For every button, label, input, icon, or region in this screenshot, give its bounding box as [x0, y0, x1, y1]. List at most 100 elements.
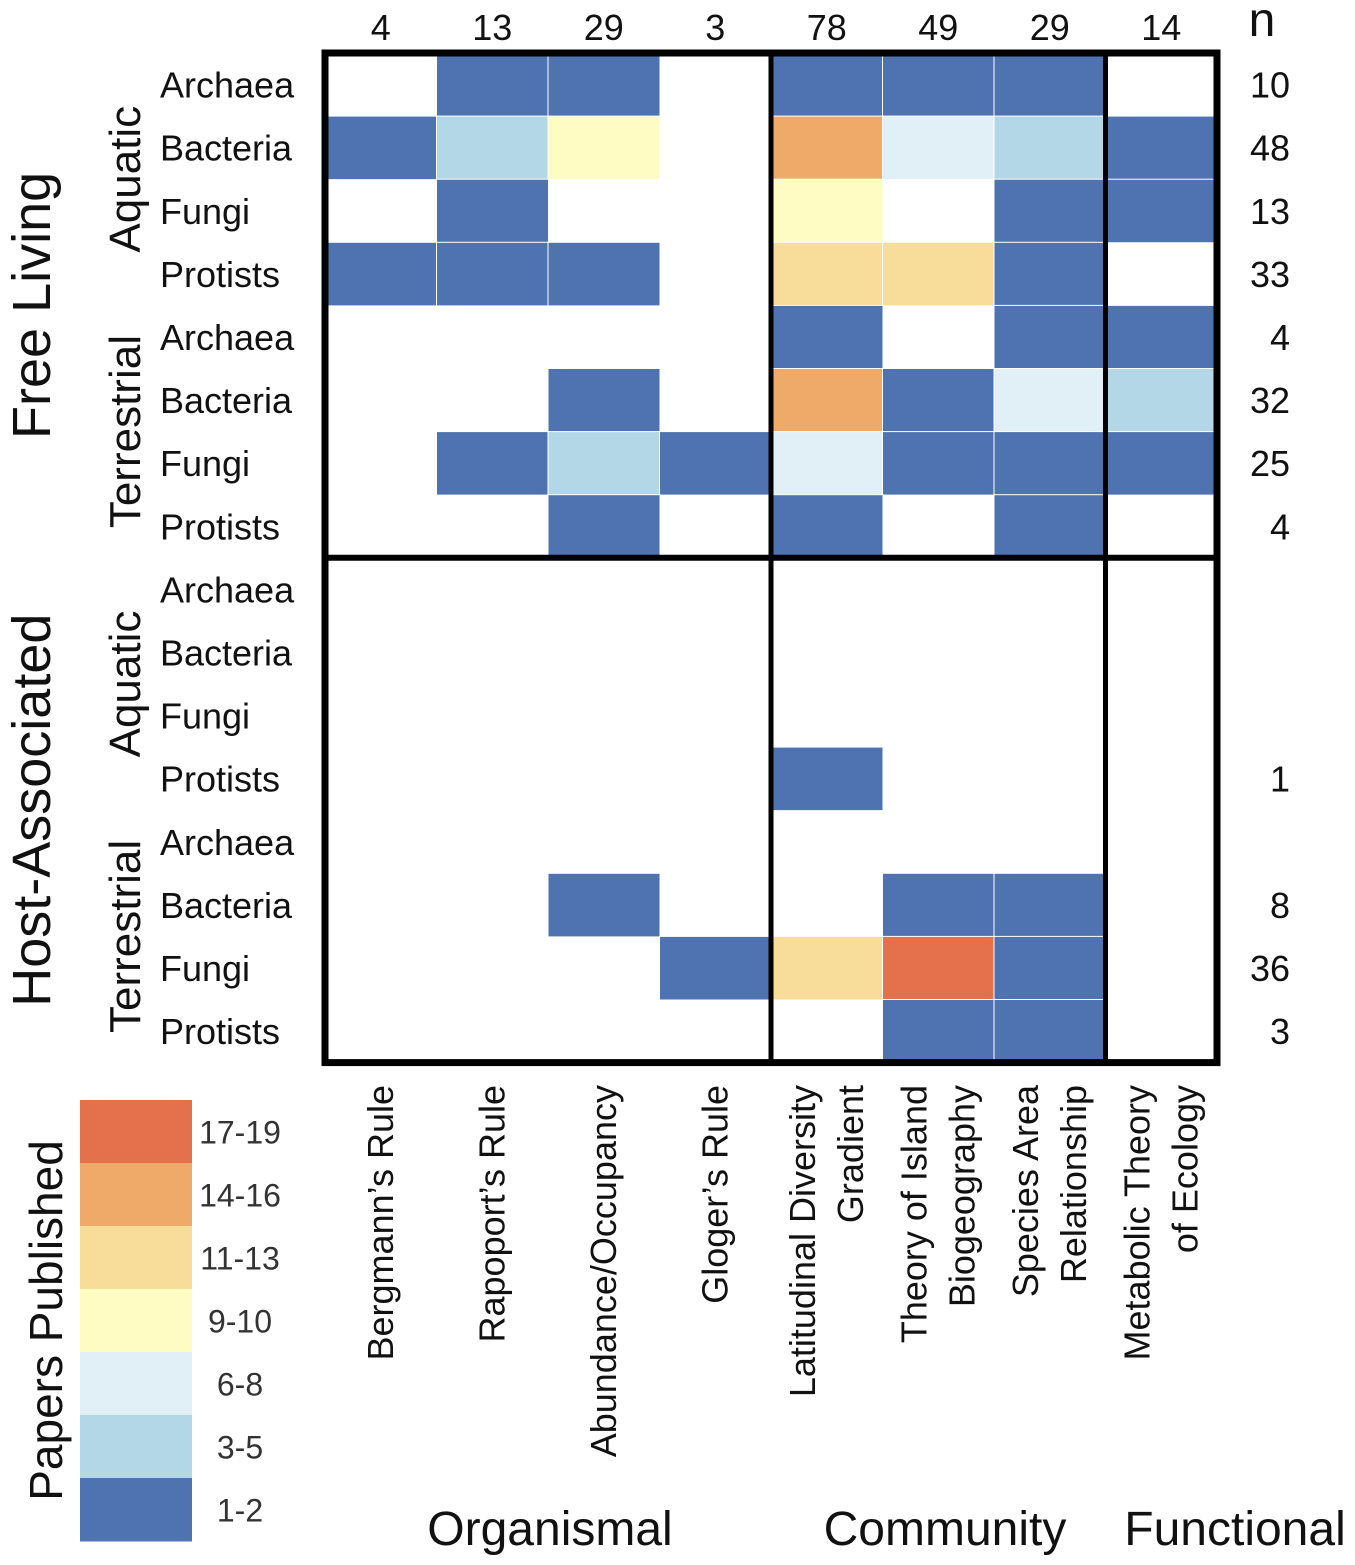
row-label: Archaea — [160, 569, 295, 610]
heatmap-cell — [993, 52, 1107, 118]
heatmap-cell — [659, 431, 773, 496]
heatmap-cell — [1105, 873, 1218, 937]
heatmap-cell — [771, 684, 884, 748]
heatmap-cell — [882, 810, 995, 874]
row-label: Protists — [160, 506, 280, 547]
heatmap-cell — [325, 179, 438, 243]
heatmap-cell — [547, 52, 661, 118]
heatmap-cell — [770, 115, 884, 181]
heatmap-cell — [436, 620, 549, 685]
legend-swatch — [80, 1478, 192, 1542]
heatmap-cell — [436, 810, 549, 874]
heatmap-cell — [436, 368, 549, 433]
heatmap-cell — [436, 557, 549, 622]
row-n-value: 36 — [1250, 948, 1290, 989]
column-n-value: 49 — [918, 7, 958, 48]
heatmap-cell — [325, 999, 438, 1064]
heatmap-cell — [1105, 620, 1218, 685]
row-n-value: 10 — [1250, 65, 1290, 106]
heatmap-cell — [659, 179, 772, 243]
heatmap-cell — [882, 368, 996, 433]
heatmap-cell — [993, 872, 1107, 938]
heatmap-cell — [770, 241, 884, 307]
heatmap-cell — [882, 684, 995, 748]
heatmap-cell — [659, 557, 772, 622]
heatmap-cell — [770, 368, 884, 433]
legend-label: 11-13 — [200, 1241, 279, 1277]
legend-swatch — [80, 1163, 192, 1227]
row-n-value: 1 — [1270, 759, 1290, 800]
heatmap-cell — [548, 557, 661, 622]
column-label: Metabolic Theory — [1116, 1085, 1157, 1360]
heatmap-cell — [325, 620, 438, 685]
heatmap-cell — [325, 431, 438, 496]
heatmap-cell — [436, 873, 549, 937]
heatmap-cell — [436, 431, 550, 496]
column-label: Gloger’s Rule — [694, 1085, 735, 1304]
heatmap-cell — [1105, 999, 1218, 1064]
column-n-value: 3 — [705, 7, 725, 48]
heatmap-frame — [321, 49, 1221, 1067]
legend-label: 3-5 — [217, 1430, 263, 1466]
row-group-label: Free Living — [2, 172, 62, 439]
heatmap-cell — [659, 684, 772, 748]
heatmap-cell — [882, 557, 995, 622]
heatmap-cell — [436, 241, 550, 307]
heatmap-cell — [325, 810, 438, 874]
row-n-value: 4 — [1270, 506, 1290, 547]
heatmap-cells — [324, 52, 1219, 1064]
column-n-value: 78 — [807, 7, 847, 48]
heatmap-cell — [993, 935, 1107, 1001]
heatmap-cell — [1105, 810, 1218, 874]
heatmap-cell — [659, 368, 772, 433]
heatmap-cell — [770, 178, 884, 244]
heatmap-cell — [993, 178, 1107, 244]
heatmap-cell — [882, 620, 995, 685]
legend-label: 6-8 — [217, 1367, 263, 1403]
heatmap-cell — [1105, 178, 1219, 244]
heatmap-cell — [770, 304, 884, 370]
heatmap-cell — [547, 368, 661, 433]
heatmap-cell — [994, 557, 1107, 622]
column-label: Latitudinal Diversity — [782, 1085, 823, 1397]
column-label: Theory of Island — [893, 1085, 934, 1343]
heatmap-cell — [659, 116, 772, 180]
heatmap-cell — [882, 52, 996, 118]
heatmap-cell — [547, 241, 661, 307]
heatmap-cell — [436, 684, 549, 748]
heatmap-cell — [993, 241, 1107, 307]
column-label: Rapoport’s Rule — [471, 1085, 512, 1342]
legend-swatch — [80, 1415, 192, 1479]
heatmap-cell — [1105, 684, 1218, 748]
column-label: Species Area — [1005, 1084, 1046, 1297]
heatmap-cell — [882, 872, 996, 938]
legend-title: Papers Published — [20, 1140, 72, 1501]
heatmap-cell — [1105, 53, 1218, 117]
column-n-value: 13 — [472, 7, 512, 48]
legend-swatch — [80, 1100, 192, 1164]
heatmap-cell — [1105, 304, 1219, 370]
column-label: Bergmann’s Rule — [360, 1085, 401, 1360]
heatmap-cell — [436, 52, 550, 118]
row-n-value: 8 — [1270, 885, 1290, 926]
heatmap-cell — [324, 241, 438, 307]
heatmap-cell — [882, 179, 995, 243]
heatmap-cell — [548, 810, 661, 874]
row-label: Fungi — [160, 948, 250, 989]
heatmap-cell — [882, 115, 996, 181]
heatmap-cell — [547, 431, 661, 496]
heatmap-cell — [659, 53, 772, 117]
legend-swatch — [80, 1352, 192, 1416]
heatmap-cell — [993, 304, 1107, 370]
heatmap-cell — [770, 746, 884, 812]
heatmap-cell — [1105, 431, 1219, 496]
column-label: Relationship — [1053, 1085, 1094, 1283]
heatmap-cell — [770, 52, 884, 118]
legend-label: 14-16 — [199, 1178, 281, 1214]
heatmap-cell — [659, 494, 772, 559]
column-label: Biogeography — [941, 1085, 982, 1307]
heatmap-cell — [882, 935, 996, 1001]
heatmap-cell — [325, 368, 438, 433]
heatmap-cell — [1105, 242, 1218, 306]
